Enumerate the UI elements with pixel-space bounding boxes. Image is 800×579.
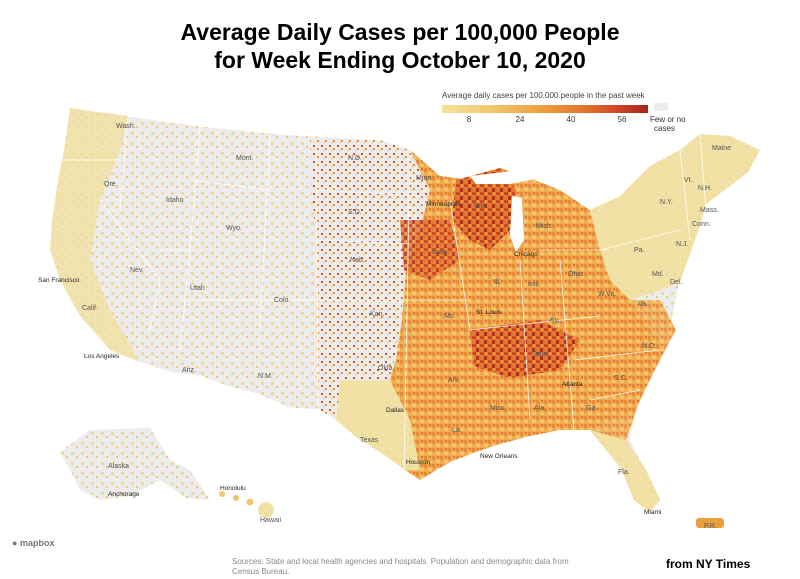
city-st-louis: St. Louis xyxy=(476,309,502,316)
label-kan: Kan. xyxy=(370,311,384,318)
mapbox-icon: ● xyxy=(12,538,20,548)
wisconsin-hotspot xyxy=(452,168,516,250)
label-nh: N.H. xyxy=(698,185,712,192)
city-anchorage: Anchorage xyxy=(108,491,140,498)
label-ny: N.Y. xyxy=(660,199,673,206)
label-ky: Ky. xyxy=(550,317,560,324)
city-new-orleans: New Orleans xyxy=(480,453,518,460)
label-mich: Mich. xyxy=(536,223,553,230)
label-colo: Colo. xyxy=(274,297,290,304)
tennessee-hotspot xyxy=(470,320,580,378)
state-labels: Wash. Ore. Calif. Idaho Nev. Mont. Wyo. … xyxy=(82,123,731,530)
alaska xyxy=(60,428,210,500)
puerto-rico xyxy=(696,518,724,528)
label-wash: Wash. xyxy=(116,123,136,130)
label-neb: Neb. xyxy=(350,257,365,264)
label-nm: N.M. xyxy=(258,373,273,380)
label-mo: Mo. xyxy=(444,313,456,320)
label-md: Md. xyxy=(652,271,664,278)
label-fla: Fla. xyxy=(618,469,630,476)
label-hawaii: Hawaii xyxy=(260,517,281,524)
label-conn: Conn. xyxy=(692,221,711,228)
sources-note: Sources: State and local health agencies… xyxy=(232,557,569,576)
lake-superior xyxy=(470,170,540,184)
label-miss: Miss. xyxy=(490,405,506,412)
label-va: Va. xyxy=(638,301,648,308)
label-nd: N.D. xyxy=(348,155,362,162)
legend-tick-8: 8 xyxy=(466,115,472,124)
label-mass: Mass. xyxy=(700,207,719,214)
label-ga: Ga. xyxy=(586,405,597,412)
city-los-angeles: Los Angeles xyxy=(84,353,120,360)
label-mont: Mont. xyxy=(236,155,254,162)
label-nc: N.C. xyxy=(642,343,656,350)
label-pa: Pa. xyxy=(634,247,645,254)
legend-tick-56: 56 xyxy=(617,115,627,124)
credit-line: from NY Times xyxy=(666,557,751,571)
label-ohio: Ohio xyxy=(568,271,583,278)
legend-tick-24: 24 xyxy=(515,115,525,124)
label-alaska: Alaska xyxy=(108,463,129,470)
label-vt: Vt. xyxy=(684,177,693,184)
city-houston: Houston xyxy=(406,459,431,466)
legend-few-swatch xyxy=(654,103,668,111)
label-ind: Ind. xyxy=(528,281,540,288)
city-dallas: Dallas xyxy=(386,407,405,414)
legend-tick-40: 40 xyxy=(566,115,576,124)
label-ark: Ark. xyxy=(448,377,461,384)
label-wva: W.Va. xyxy=(598,291,616,298)
label-ore: Ore. xyxy=(104,181,118,188)
city-miami: Miami xyxy=(644,509,661,516)
label-okla: Okla. xyxy=(378,365,394,372)
label-maine: Maine xyxy=(712,145,731,152)
label-del: Del. xyxy=(670,279,683,286)
label-sd: S.D. xyxy=(348,209,362,216)
lake-michigan xyxy=(510,196,524,252)
label-minn: Minn. xyxy=(416,175,433,182)
label-la: La. xyxy=(452,427,462,434)
label-ariz: Ariz. xyxy=(182,367,196,374)
title-line-1: Average Daily Cases per 100,000 People xyxy=(180,19,620,45)
northeast-region xyxy=(590,134,760,300)
label-calif: Calif. xyxy=(82,305,98,312)
texas-region xyxy=(336,380,420,470)
label-sc: S.C. xyxy=(614,375,628,382)
pacific-coast-region xyxy=(50,108,140,362)
label-nj: N.J. xyxy=(676,241,689,248)
label-utah: Utah xyxy=(190,285,205,292)
city-san-francisco: San Francisco xyxy=(38,277,80,284)
legend-few-label: Few or no cases xyxy=(650,115,686,133)
legend: Average daily cases per 100,000 people i… xyxy=(440,91,700,141)
legend-title: Average daily cases per 100,000 people i… xyxy=(442,91,645,100)
city-labels: San Francisco Los Angeles Minneapolis Ch… xyxy=(38,201,661,516)
label-iowa: Iowa xyxy=(432,249,447,256)
mapbox-logo[interactable]: ● mapbox xyxy=(12,538,55,548)
label-wis: Wis. xyxy=(474,203,488,210)
city-atlanta: Atlanta xyxy=(562,381,583,388)
label-texas: Texas xyxy=(360,437,379,444)
label-tenn: Tenn. xyxy=(532,351,549,358)
label-ala: Ala. xyxy=(534,405,546,412)
southeast-region xyxy=(590,300,676,512)
legend-color-ramp xyxy=(442,105,648,113)
city-honolulu: Honolulu xyxy=(220,485,246,492)
label-ill: Ill. xyxy=(494,279,501,286)
label-wyo: Wyo. xyxy=(226,225,242,232)
iowa-hotspot xyxy=(400,220,460,280)
hawaii xyxy=(219,491,274,518)
midwest-south-region xyxy=(384,150,664,480)
title-line-2: for Week Ending October 10, 2020 xyxy=(214,47,586,73)
label-idaho: Idaho xyxy=(166,197,184,204)
label-pr: P.R. xyxy=(704,523,717,530)
map-title: Average Daily Cases per 100,000 People f… xyxy=(0,18,800,74)
florida-region xyxy=(590,430,660,512)
label-nev: Nev. xyxy=(130,267,144,274)
city-minneapolis: Minneapolis xyxy=(426,201,461,208)
plains-region xyxy=(310,140,430,440)
state-borders xyxy=(60,115,707,471)
city-chicago: Chicago xyxy=(514,251,538,258)
us-map[interactable]: Wash. Ore. Calif. Idaho Nev. Mont. Wyo. … xyxy=(0,80,800,550)
